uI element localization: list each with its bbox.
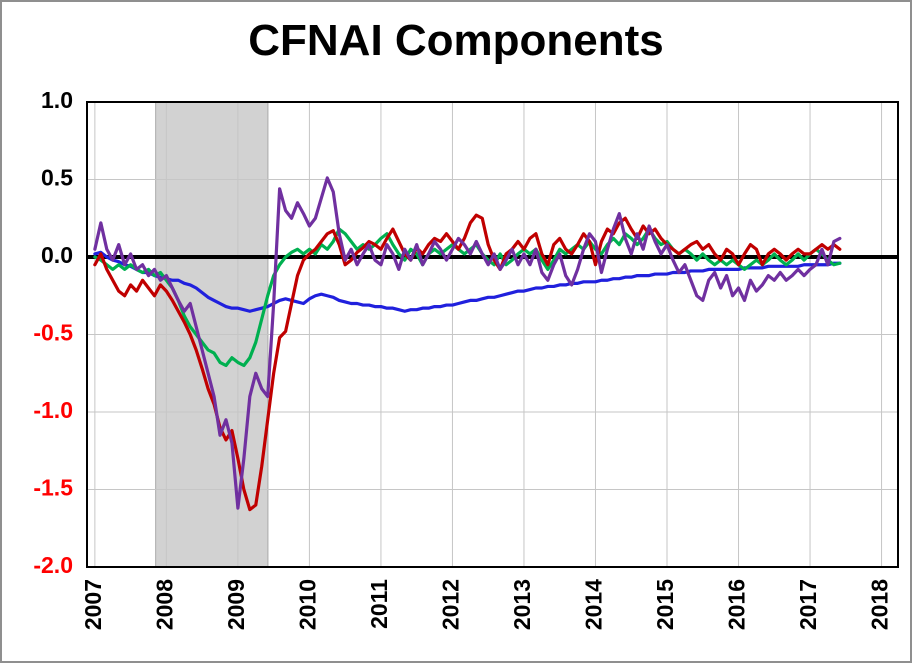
x-axis-label: 2011 bbox=[366, 579, 392, 629]
x-axis-label: 2017 bbox=[795, 579, 821, 630]
x-axis-label: 2013 bbox=[509, 579, 535, 630]
series-purple-line bbox=[93, 176, 842, 510]
y-axis-label: 0.5 bbox=[41, 165, 73, 191]
x-axis-label: 2007 bbox=[80, 579, 106, 630]
x-axis-label: 2012 bbox=[438, 579, 464, 630]
y-axis-label: -0.5 bbox=[33, 320, 73, 346]
x-axis-label: 2015 bbox=[652, 579, 678, 630]
y-axis-label: 1.0 bbox=[41, 87, 73, 113]
x-axis-label: 2014 bbox=[581, 579, 607, 630]
chart-title: CFNAI Components bbox=[248, 16, 664, 65]
x-axis-label: 2016 bbox=[724, 579, 750, 630]
y-axis-label: 0.0 bbox=[41, 242, 73, 268]
y-axis-label: -1.0 bbox=[33, 397, 73, 423]
x-axis-label: 2009 bbox=[223, 579, 249, 630]
x-axis-label: 2018 bbox=[867, 579, 893, 630]
x-axis-label: 2008 bbox=[151, 579, 177, 630]
x-axis-label: 2010 bbox=[294, 579, 320, 630]
plot-border bbox=[86, 101, 899, 568]
y-axis-label: -1.5 bbox=[33, 475, 73, 501]
series-blue-line bbox=[93, 250, 842, 313]
y-axis-label: -2.0 bbox=[33, 552, 73, 578]
